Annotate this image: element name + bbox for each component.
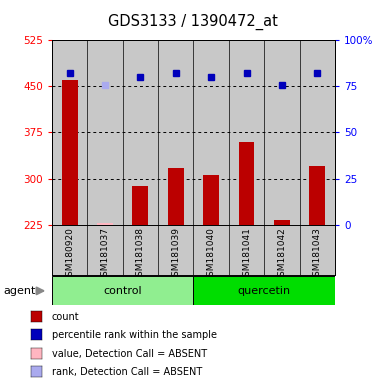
Bar	[123, 40, 158, 225]
Bar	[309, 166, 325, 225]
Bar	[87, 40, 123, 225]
Text: percentile rank within the sample: percentile rank within the sample	[52, 330, 217, 340]
Text: value, Detection Call = ABSENT: value, Detection Call = ABSENT	[52, 349, 207, 359]
Text: quercetin: quercetin	[238, 286, 291, 296]
Text: GSM181040: GSM181040	[207, 227, 216, 282]
Bar	[300, 40, 335, 225]
Bar	[193, 276, 335, 305]
Text: rank, Detection Call = ABSENT: rank, Detection Call = ABSENT	[52, 367, 202, 377]
Bar	[239, 142, 254, 225]
Text: GSM181042: GSM181042	[277, 227, 286, 282]
Text: control: control	[104, 286, 142, 296]
Bar	[168, 167, 184, 225]
Bar	[193, 40, 229, 225]
Text: agent: agent	[4, 286, 36, 296]
Bar	[203, 175, 219, 225]
Bar	[62, 80, 78, 225]
Text: GSM181041: GSM181041	[242, 227, 251, 282]
Bar	[97, 223, 113, 225]
Text: GSM181043: GSM181043	[313, 227, 322, 282]
Text: count: count	[52, 312, 80, 322]
Text: GSM180920: GSM180920	[65, 227, 74, 282]
Bar	[274, 220, 290, 225]
Bar	[132, 186, 148, 225]
Text: GSM181039: GSM181039	[171, 227, 180, 282]
Bar	[158, 40, 193, 225]
Text: GSM181037: GSM181037	[100, 227, 110, 282]
Bar	[264, 40, 300, 225]
Text: GSM181038: GSM181038	[136, 227, 145, 282]
Bar	[52, 40, 87, 225]
Bar	[229, 40, 264, 225]
Bar	[52, 276, 193, 305]
Text: GDS3133 / 1390472_at: GDS3133 / 1390472_at	[107, 13, 278, 30]
